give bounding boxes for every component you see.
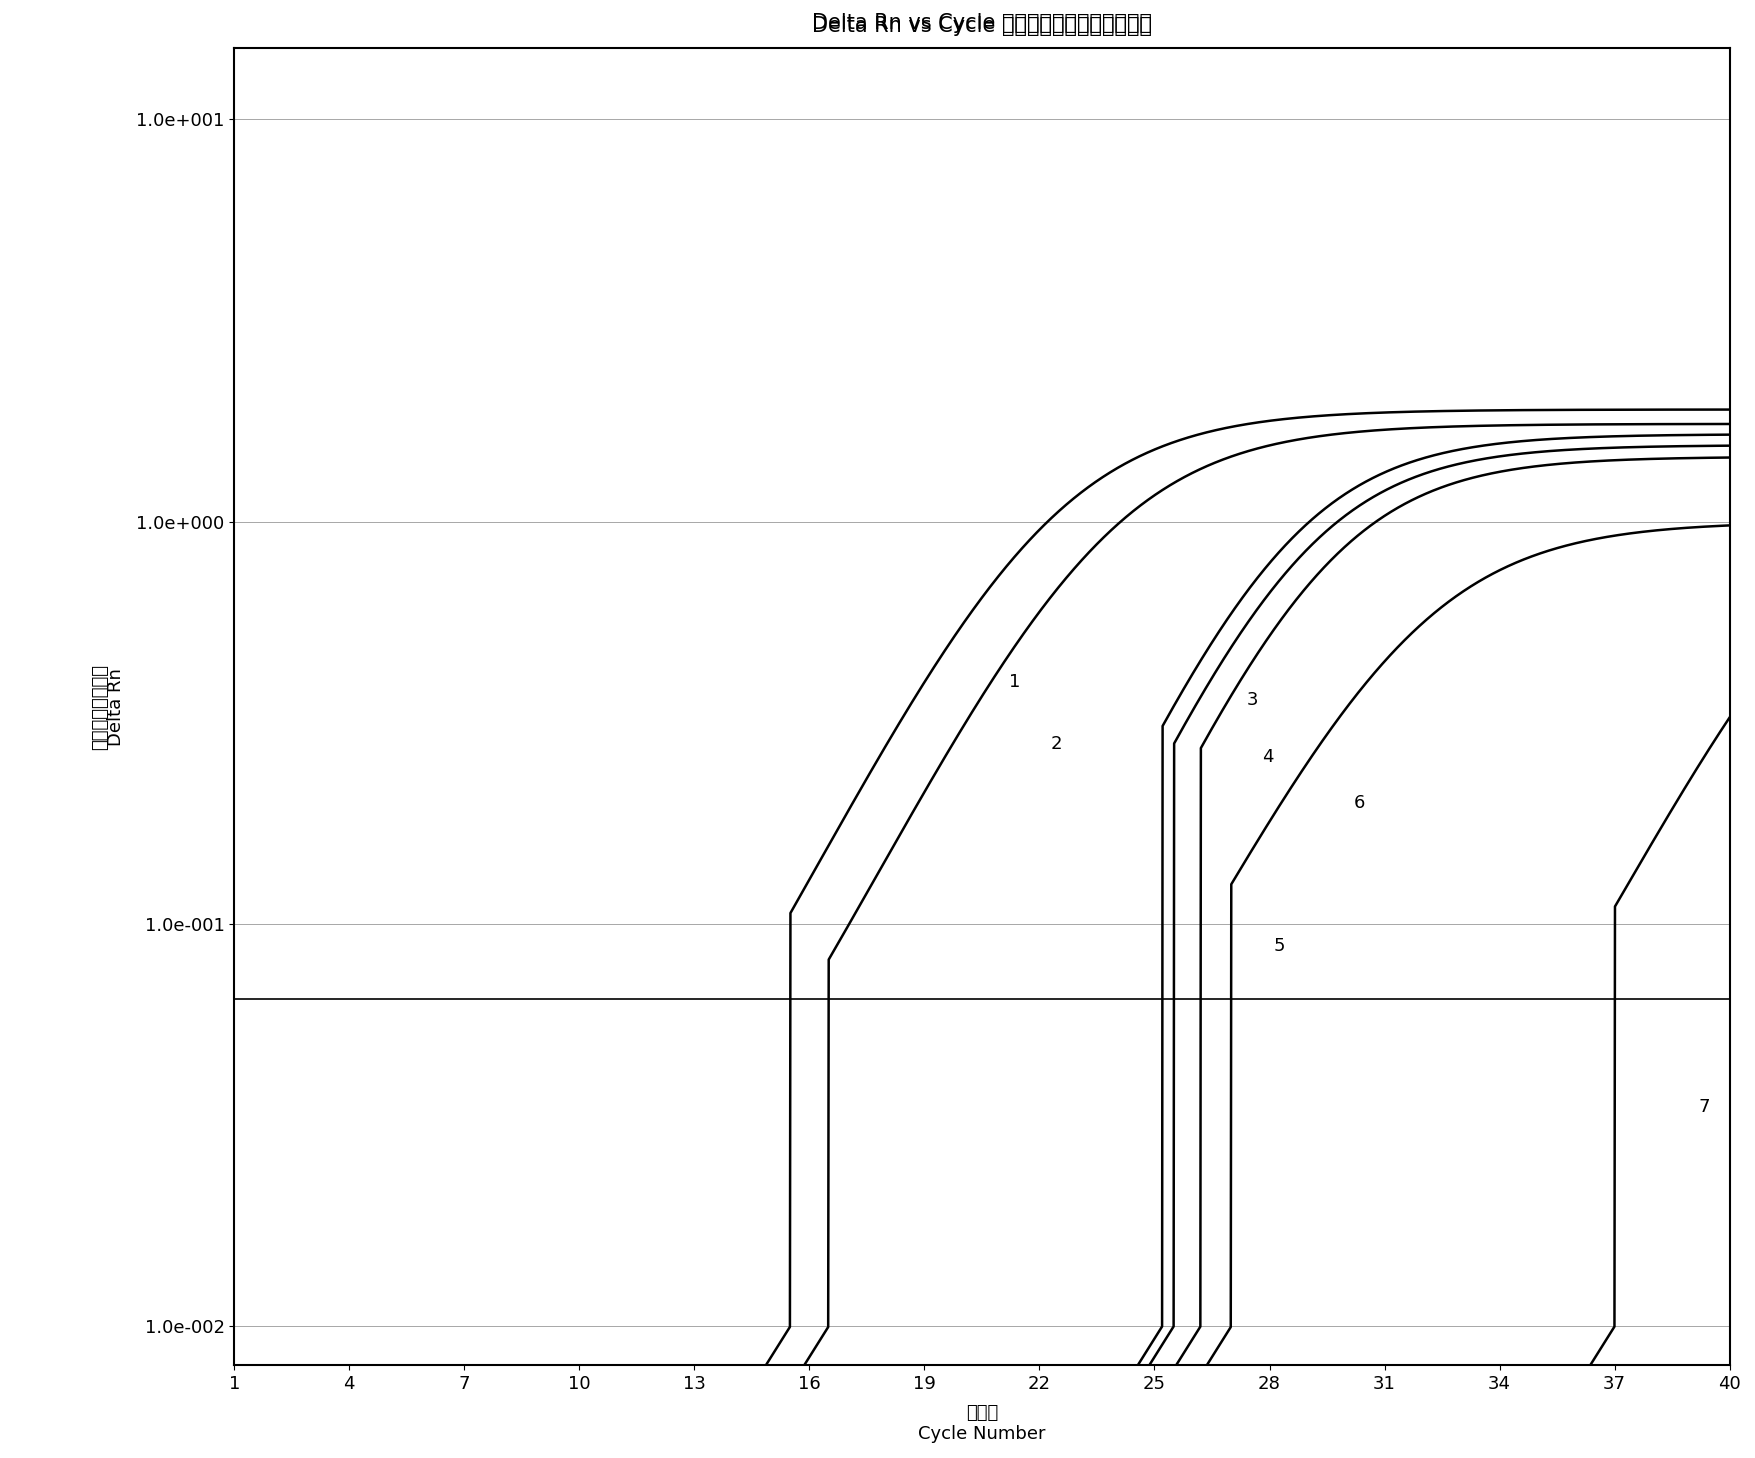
Text: Delta Rn vs Cycle 循环校正荧光强度对循环数: Delta Rn vs Cycle 循环校正荧光强度对循环数 [811, 13, 1151, 32]
Text: 2: 2 [1051, 735, 1062, 754]
Title: Delta Rn vs Cycle 循环校正荧光强度对循环数: Delta Rn vs Cycle 循环校正荧光强度对循环数 [811, 16, 1151, 36]
Text: 6: 6 [1353, 795, 1364, 812]
Y-axis label: Delta Rn: Delta Rn [107, 668, 125, 746]
Text: 4: 4 [1262, 748, 1272, 765]
Text: 5: 5 [1272, 937, 1285, 955]
Text: 7: 7 [1699, 1098, 1709, 1117]
Text: 循环校正荧光强度: 循环校正荧光强度 [91, 663, 109, 749]
X-axis label: 循环数
Cycle Number: 循环数 Cycle Number [918, 1404, 1046, 1443]
Text: 1: 1 [1007, 672, 1020, 691]
Text: 3: 3 [1246, 691, 1257, 709]
